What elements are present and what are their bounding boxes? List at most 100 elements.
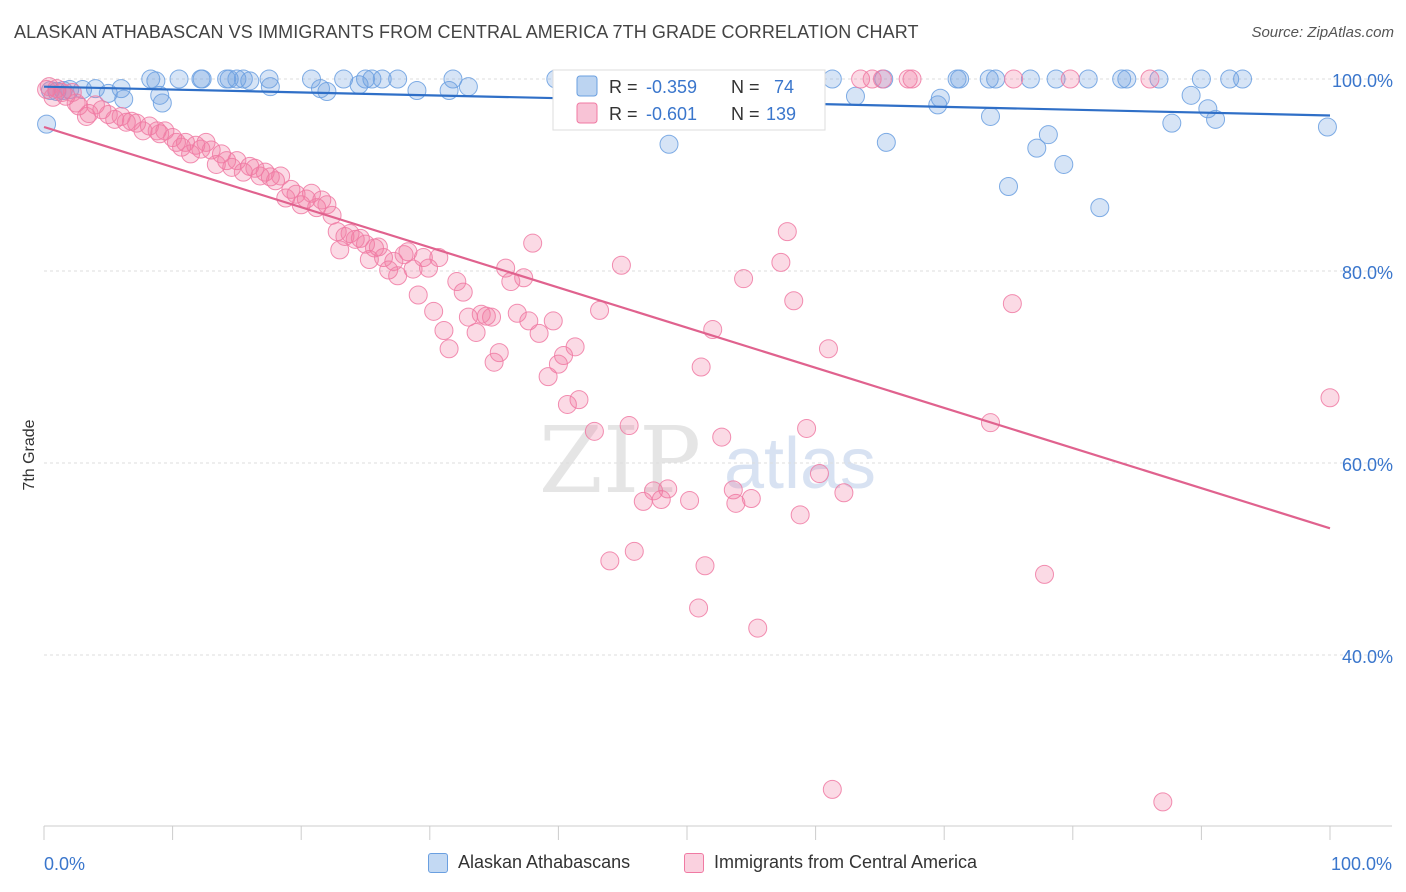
data-point [482, 307, 502, 327]
data-point [374, 248, 394, 268]
data-point [809, 464, 829, 484]
source-label: Source: ZipAtlas.com [1251, 24, 1394, 41]
data-point [424, 301, 444, 321]
data-point [453, 282, 473, 302]
data-point [584, 421, 604, 441]
data-point [1181, 85, 1201, 105]
data-point [1112, 69, 1132, 89]
data-point [169, 69, 189, 89]
data-point [69, 96, 89, 116]
data-point [394, 245, 414, 265]
data-point [529, 323, 549, 343]
data-point [507, 303, 527, 323]
data-point [680, 490, 700, 510]
data-point [443, 69, 463, 89]
data-point [590, 300, 610, 320]
legend-swatch-pink [576, 102, 598, 124]
data-point [519, 311, 539, 331]
legend-r-value-2: -0.601 [646, 104, 697, 124]
data-point [240, 71, 260, 91]
data-point [219, 69, 239, 89]
legend-swatch [428, 852, 448, 873]
data-point [790, 505, 810, 525]
data-point [1320, 388, 1340, 408]
data-point [845, 86, 865, 106]
data-point [822, 779, 842, 799]
data-point [458, 77, 478, 97]
data-point [1191, 69, 1211, 89]
data-point [1206, 109, 1226, 129]
data-point [726, 493, 746, 513]
data-point [565, 337, 585, 357]
data-point [950, 69, 970, 89]
data-point [192, 69, 212, 89]
data-point [569, 390, 589, 410]
data-point [233, 69, 253, 89]
data-point [523, 233, 543, 253]
data-point [317, 81, 337, 101]
data-point [1035, 564, 1055, 584]
y-axis-label: 7th Grade [21, 419, 38, 490]
data-point [1027, 138, 1047, 158]
legend-swatch [684, 852, 704, 873]
legend-r-value-1: -0.359 [646, 77, 697, 97]
data-point [611, 255, 631, 275]
legend-label: Alaskan Athabascans [458, 852, 631, 872]
x-tick-label-min: 0.0% [44, 854, 85, 874]
data-point [771, 252, 791, 272]
data-point [659, 134, 679, 154]
data-point [741, 489, 761, 509]
data-point [1060, 69, 1080, 89]
chart-title: ALASKAN ATHABASCAN VS IMMIGRANTS FROM CE… [14, 22, 919, 42]
data-point [384, 251, 404, 271]
data-point [434, 321, 454, 341]
y-tick-label: 100.0% [1332, 71, 1393, 91]
x-axis [43, 825, 1392, 840]
data-point [1162, 113, 1182, 133]
legend-n-value-1: 74 [774, 77, 794, 97]
data-point [689, 598, 709, 618]
data-point [1054, 154, 1074, 174]
data-point [439, 339, 459, 359]
y-tick-labels: 40.0% 60.0% 80.0% 100.0% [1332, 71, 1393, 667]
data-point [413, 248, 433, 268]
data-point [201, 140, 221, 160]
series-immigrants-central-america [37, 69, 1340, 812]
data-point [822, 69, 842, 89]
data-point [476, 306, 496, 326]
data-point [986, 69, 1006, 89]
data-point [489, 343, 509, 363]
data-point [1020, 69, 1040, 89]
data-point [388, 69, 408, 89]
data-point [362, 69, 382, 89]
x-tick-labels: 0.0% 100.0% [44, 854, 1392, 874]
data-point [979, 69, 999, 89]
data-point [260, 167, 280, 187]
data-point [818, 339, 838, 359]
legend-item-immigrants-central-america: Immigrants from Central America [684, 852, 977, 873]
data-point [419, 258, 439, 278]
y-tick-label: 60.0% [1342, 455, 1393, 475]
data-point [340, 224, 360, 244]
data-point [466, 322, 486, 342]
data-point [1317, 117, 1337, 137]
data-point [407, 81, 427, 101]
data-point [1046, 69, 1066, 89]
data-point [876, 132, 896, 152]
y-tick-label: 80.0% [1342, 263, 1393, 283]
y-tick-label: 40.0% [1342, 647, 1393, 667]
data-point [116, 112, 136, 132]
trend-line [43, 125, 1331, 530]
data-point [1153, 792, 1173, 812]
data-point [37, 80, 57, 100]
legend-n-label-1: N = [731, 77, 760, 97]
data-point [408, 285, 428, 305]
data-point [797, 418, 817, 438]
data-point [543, 311, 563, 331]
data-point [658, 479, 678, 499]
data-point [286, 184, 306, 204]
data-point [1090, 198, 1110, 218]
data-point [784, 291, 804, 311]
data-point [301, 183, 321, 203]
